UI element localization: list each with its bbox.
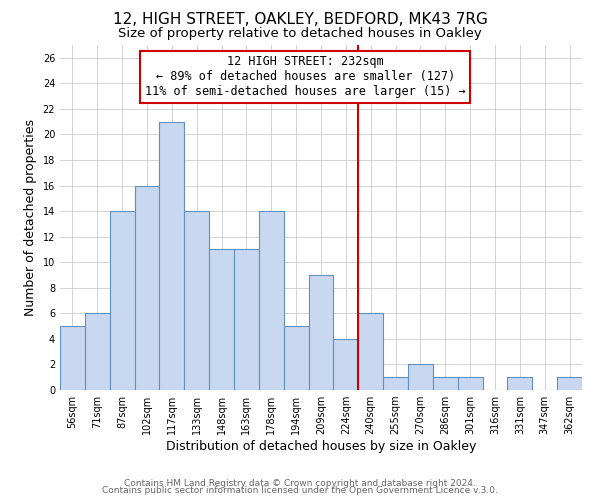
Bar [383,377,408,390]
Bar [60,326,85,390]
Bar [184,211,209,390]
Bar [458,377,482,390]
Text: Contains public sector information licensed under the Open Government Licence v.: Contains public sector information licen… [102,486,498,495]
Y-axis label: Number of detached properties: Number of detached properties [24,119,37,316]
Bar [209,250,234,390]
Bar [85,314,110,390]
Bar [308,275,334,390]
Text: 12 HIGH STREET: 232sqm
← 89% of detached houses are smaller (127)
11% of semi-de: 12 HIGH STREET: 232sqm ← 89% of detached… [145,56,466,98]
Bar [259,211,284,390]
Bar [110,211,134,390]
Text: Contains HM Land Registry data © Crown copyright and database right 2024.: Contains HM Land Registry data © Crown c… [124,478,476,488]
Bar [358,314,383,390]
Bar [134,186,160,390]
Bar [433,377,458,390]
Bar [234,250,259,390]
X-axis label: Distribution of detached houses by size in Oakley: Distribution of detached houses by size … [166,440,476,453]
Bar [334,339,358,390]
Bar [508,377,532,390]
Bar [160,122,184,390]
Bar [557,377,582,390]
Bar [284,326,308,390]
Text: 12, HIGH STREET, OAKLEY, BEDFORD, MK43 7RG: 12, HIGH STREET, OAKLEY, BEDFORD, MK43 7… [113,12,487,28]
Text: Size of property relative to detached houses in Oakley: Size of property relative to detached ho… [118,28,482,40]
Bar [408,364,433,390]
